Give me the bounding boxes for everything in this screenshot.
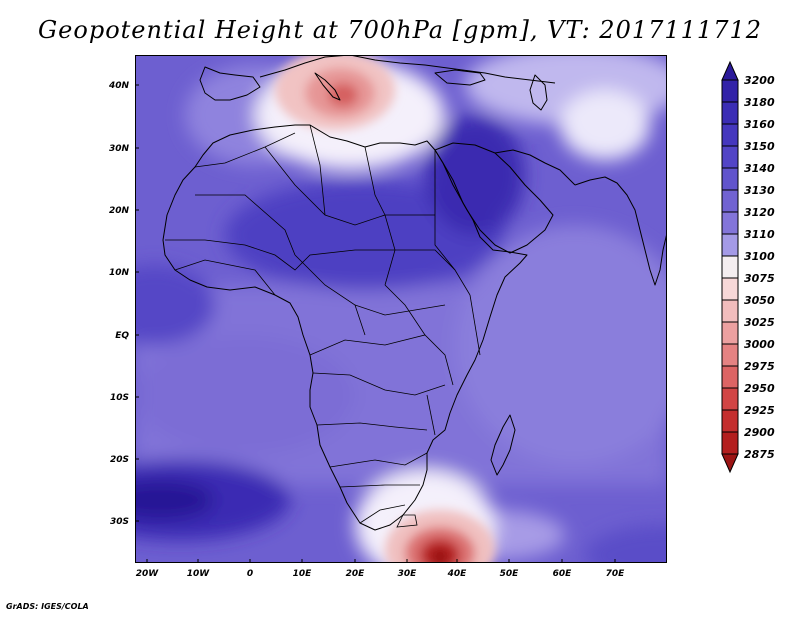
- lat-tick-label: 10S: [110, 393, 129, 403]
- colorbar-box: [721, 277, 739, 301]
- country-borders: [165, 124, 481, 528]
- lat-tick-label: 10N: [109, 268, 130, 278]
- colorbar-box: [721, 321, 739, 345]
- map-plot: 40N 30N 20N 10N EQ 10S 20S 30S 20W 10W 0 10E 20E 30E…: [108, 55, 667, 579]
- colorbar-box: [721, 431, 739, 455]
- colorbar-box: [721, 255, 739, 279]
- colorbar-level-label: 3000: [744, 338, 775, 351]
- lon-tick-label: 0: [247, 569, 253, 579]
- lon-tick-label: 60E: [553, 569, 573, 579]
- lon-tick-label: 10W: [187, 569, 211, 579]
- lon-tick-label: 40E: [447, 569, 468, 579]
- colorbar-level-label: 3100: [744, 250, 775, 263]
- lon-tick-label: 30E: [398, 569, 418, 579]
- colorbar-box: [721, 233, 739, 257]
- colorbar-top-triangle: [721, 60, 739, 81]
- colorbar-level-label: 2875: [744, 448, 775, 461]
- colorbar-box: [721, 299, 739, 323]
- map-frame: [135, 55, 667, 563]
- colorbar-level-label: 3025: [744, 316, 775, 329]
- colorbar-box: [721, 79, 739, 103]
- colorbar-box: [721, 101, 739, 125]
- colorbar-level-label: 3130: [744, 184, 775, 197]
- height-field-lows: [275, 55, 495, 563]
- colorbar-level-label: 2950: [744, 382, 775, 395]
- colorbar-level-label: 3140: [744, 162, 775, 175]
- lat-tick-label: 30S: [110, 517, 129, 527]
- colorbar-level-label: 3150: [744, 140, 775, 153]
- lat-tick-label: 30N: [109, 144, 130, 154]
- grads-credit: GrADS: IGES/COLA: [6, 602, 89, 611]
- colorbar-level-label: 3160: [744, 118, 775, 131]
- lon-tick-label: 70E: [606, 569, 626, 579]
- colorbar-level-label: 2975: [744, 360, 775, 373]
- colorbar-box: [721, 387, 739, 411]
- lon-tick-label: 20E: [346, 569, 366, 579]
- madagascar-outline: [490, 414, 516, 476]
- lat-tick-label: 40N: [108, 81, 130, 91]
- colorbar-box: [721, 123, 739, 147]
- colorbar-level-label: 3075: [744, 272, 775, 285]
- colorbar-bottom-triangle: [721, 453, 739, 474]
- longitude-axis: 20W 10W 0 10E 20E 30E 40E 50E 60E 70E: [136, 559, 625, 579]
- lat-tick-label: EQ: [115, 331, 129, 341]
- lat-tick-label: 20S: [110, 455, 129, 465]
- colorbar-box: [721, 145, 739, 169]
- chart-title: Geopotential Height at 700hPa [gpm], VT:…: [38, 16, 762, 44]
- colorbar-level-label: 3050: [744, 294, 775, 307]
- africa-coastline: [162, 55, 667, 531]
- colorbar-level-label: 3110: [744, 228, 775, 241]
- colorbar-level-label: 3180: [744, 96, 775, 109]
- colorbar-level-label: 2925: [744, 404, 775, 417]
- colorbar: 3200 3180 3160 3150 3140 3130 3120 3110 3100 3075…: [721, 60, 775, 474]
- colorbar-level-label: 3120: [744, 206, 775, 219]
- colorbar-box: [721, 189, 739, 213]
- lon-tick-label: 50E: [500, 569, 520, 579]
- colorbar-box: [721, 211, 739, 235]
- latitude-axis: 40N 30N 20N 10N EQ 10S 20S 30S: [108, 81, 139, 527]
- colorbar-box: [721, 409, 739, 433]
- colorbar-box: [721, 167, 739, 191]
- lat-tick-label: 20N: [109, 206, 130, 216]
- colorbar-box: [721, 365, 739, 389]
- lon-tick-label: 10E: [293, 569, 313, 579]
- colorbar-box: [721, 343, 739, 367]
- colorbar-level-label: 3200: [744, 74, 775, 87]
- colorbar-level-label: 2900: [744, 426, 775, 439]
- lon-tick-label: 20W: [136, 569, 160, 579]
